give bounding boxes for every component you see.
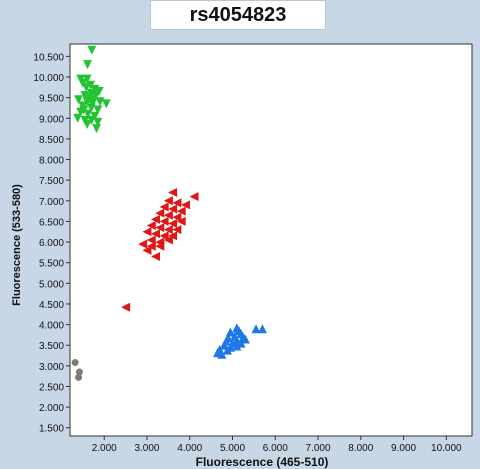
data-point-series-1 bbox=[151, 252, 161, 262]
y-axis-label: Fluorescence (533-580) bbox=[11, 184, 23, 306]
x-tick-label: 4.000 bbox=[177, 443, 202, 454]
y-tick-label: 4.000 bbox=[39, 321, 64, 332]
data-point-series-1 bbox=[151, 229, 161, 239]
data-point-series-2 bbox=[219, 340, 229, 350]
x-tick-label: 8.000 bbox=[348, 443, 373, 454]
x-tick-label: 7.000 bbox=[306, 443, 331, 454]
data-point-series-1 bbox=[155, 208, 165, 218]
data-point-series-0 bbox=[83, 109, 93, 119]
data-point-series-0 bbox=[79, 105, 89, 115]
x-axis-label: Fluorescence (465-510) bbox=[196, 455, 329, 469]
data-point-series-1 bbox=[168, 218, 178, 228]
data-point-series-1 bbox=[159, 231, 169, 241]
data-point-series-2 bbox=[217, 349, 227, 359]
y-tick-label: 7.500 bbox=[39, 176, 64, 187]
x-axis: 2.000 3.000 4.000 5.000 6.000 7.000 8.000 9.000… bbox=[92, 436, 462, 454]
y-tick-label: 2.500 bbox=[39, 382, 64, 393]
x-tick-label: 9.000 bbox=[391, 443, 416, 454]
data-point-series-0 bbox=[93, 105, 103, 115]
data-point-series-1 bbox=[138, 239, 148, 249]
data-point-series-1 bbox=[142, 245, 152, 255]
data-point-series-1 bbox=[159, 202, 169, 212]
y-tick-label: 5.500 bbox=[39, 259, 64, 270]
data-point-series-1 bbox=[121, 302, 131, 312]
data-point-series-3 bbox=[71, 359, 79, 367]
y-tick-label: 10.500 bbox=[33, 52, 64, 63]
y-axis: 1.500 2.000 2.500 3.000 3.500 4.000 4.500 5.000… bbox=[33, 52, 70, 435]
x-tick-label: 3.000 bbox=[134, 443, 159, 454]
y-tick-label: 5.000 bbox=[39, 279, 64, 290]
y-tick-label: 7.000 bbox=[39, 197, 64, 208]
data-point-series-0 bbox=[87, 99, 97, 109]
data-point-series-3 bbox=[75, 373, 83, 381]
data-point-series-0 bbox=[73, 113, 83, 123]
data-point-series-2 bbox=[251, 324, 261, 334]
data-point-series-1 bbox=[163, 225, 173, 235]
x-tick-label: 2.000 bbox=[92, 443, 117, 454]
data-point-series-0 bbox=[74, 95, 84, 105]
data-point-series-1 bbox=[168, 204, 178, 214]
data-point-series-1 bbox=[155, 223, 165, 233]
data-point-series-0 bbox=[82, 119, 92, 129]
data-point-series-0 bbox=[92, 124, 102, 134]
data-point-series-3 bbox=[75, 368, 83, 376]
data-point-series-2 bbox=[257, 324, 267, 334]
chart-title: rs4054823 bbox=[150, 0, 326, 30]
data-points bbox=[71, 45, 267, 381]
data-point-series-2 bbox=[236, 338, 246, 348]
data-point-series-1 bbox=[163, 196, 173, 206]
data-point-series-1 bbox=[146, 235, 156, 245]
plot-area bbox=[69, 43, 473, 437]
y-tick-label: 4.500 bbox=[39, 300, 64, 311]
data-point-series-1 bbox=[163, 235, 173, 245]
y-tick-label: 2.000 bbox=[39, 403, 64, 414]
y-tick-label: 3.500 bbox=[39, 341, 64, 352]
data-point-series-1 bbox=[146, 221, 156, 231]
y-tick-label: 3.000 bbox=[39, 362, 64, 373]
data-point-series-0 bbox=[101, 99, 111, 109]
x-tick-label: 6.000 bbox=[263, 443, 288, 454]
data-point-series-1 bbox=[172, 198, 182, 208]
y-tick-label: 6.000 bbox=[39, 238, 64, 249]
y-tick-label: 6.500 bbox=[39, 217, 64, 228]
y-tick-label: 10.000 bbox=[33, 73, 64, 84]
y-tick-label: 8.000 bbox=[39, 156, 64, 167]
data-point-series-1 bbox=[176, 216, 186, 226]
data-point-series-1 bbox=[172, 225, 182, 235]
y-tick-label: 9.500 bbox=[39, 94, 64, 105]
x-tick-label: 10.000 bbox=[431, 443, 462, 454]
data-point-series-0 bbox=[83, 60, 93, 70]
data-point-series-1 bbox=[142, 227, 152, 237]
data-point-series-2 bbox=[232, 341, 242, 351]
y-tick-label: 8.500 bbox=[39, 135, 64, 146]
data-point-series-1 bbox=[151, 214, 161, 224]
data-point-series-1 bbox=[155, 241, 165, 251]
data-point-series-1 bbox=[168, 188, 178, 198]
data-point-series-1 bbox=[159, 216, 169, 226]
data-point-series-1 bbox=[172, 212, 182, 222]
data-point-series-0 bbox=[87, 45, 97, 55]
data-point-series-1 bbox=[189, 192, 199, 202]
x-tick-label: 5.000 bbox=[220, 443, 245, 454]
data-point-series-2 bbox=[240, 334, 250, 344]
y-tick-label: 1.500 bbox=[39, 424, 64, 435]
data-point-series-2 bbox=[222, 345, 232, 355]
data-point-series-1 bbox=[176, 206, 186, 216]
data-point-series-1 bbox=[180, 200, 190, 210]
y-tick-label: 9.000 bbox=[39, 114, 64, 125]
data-point-series-1 bbox=[163, 210, 173, 220]
data-point-series-2 bbox=[232, 335, 242, 345]
data-point-series-0 bbox=[93, 117, 103, 127]
